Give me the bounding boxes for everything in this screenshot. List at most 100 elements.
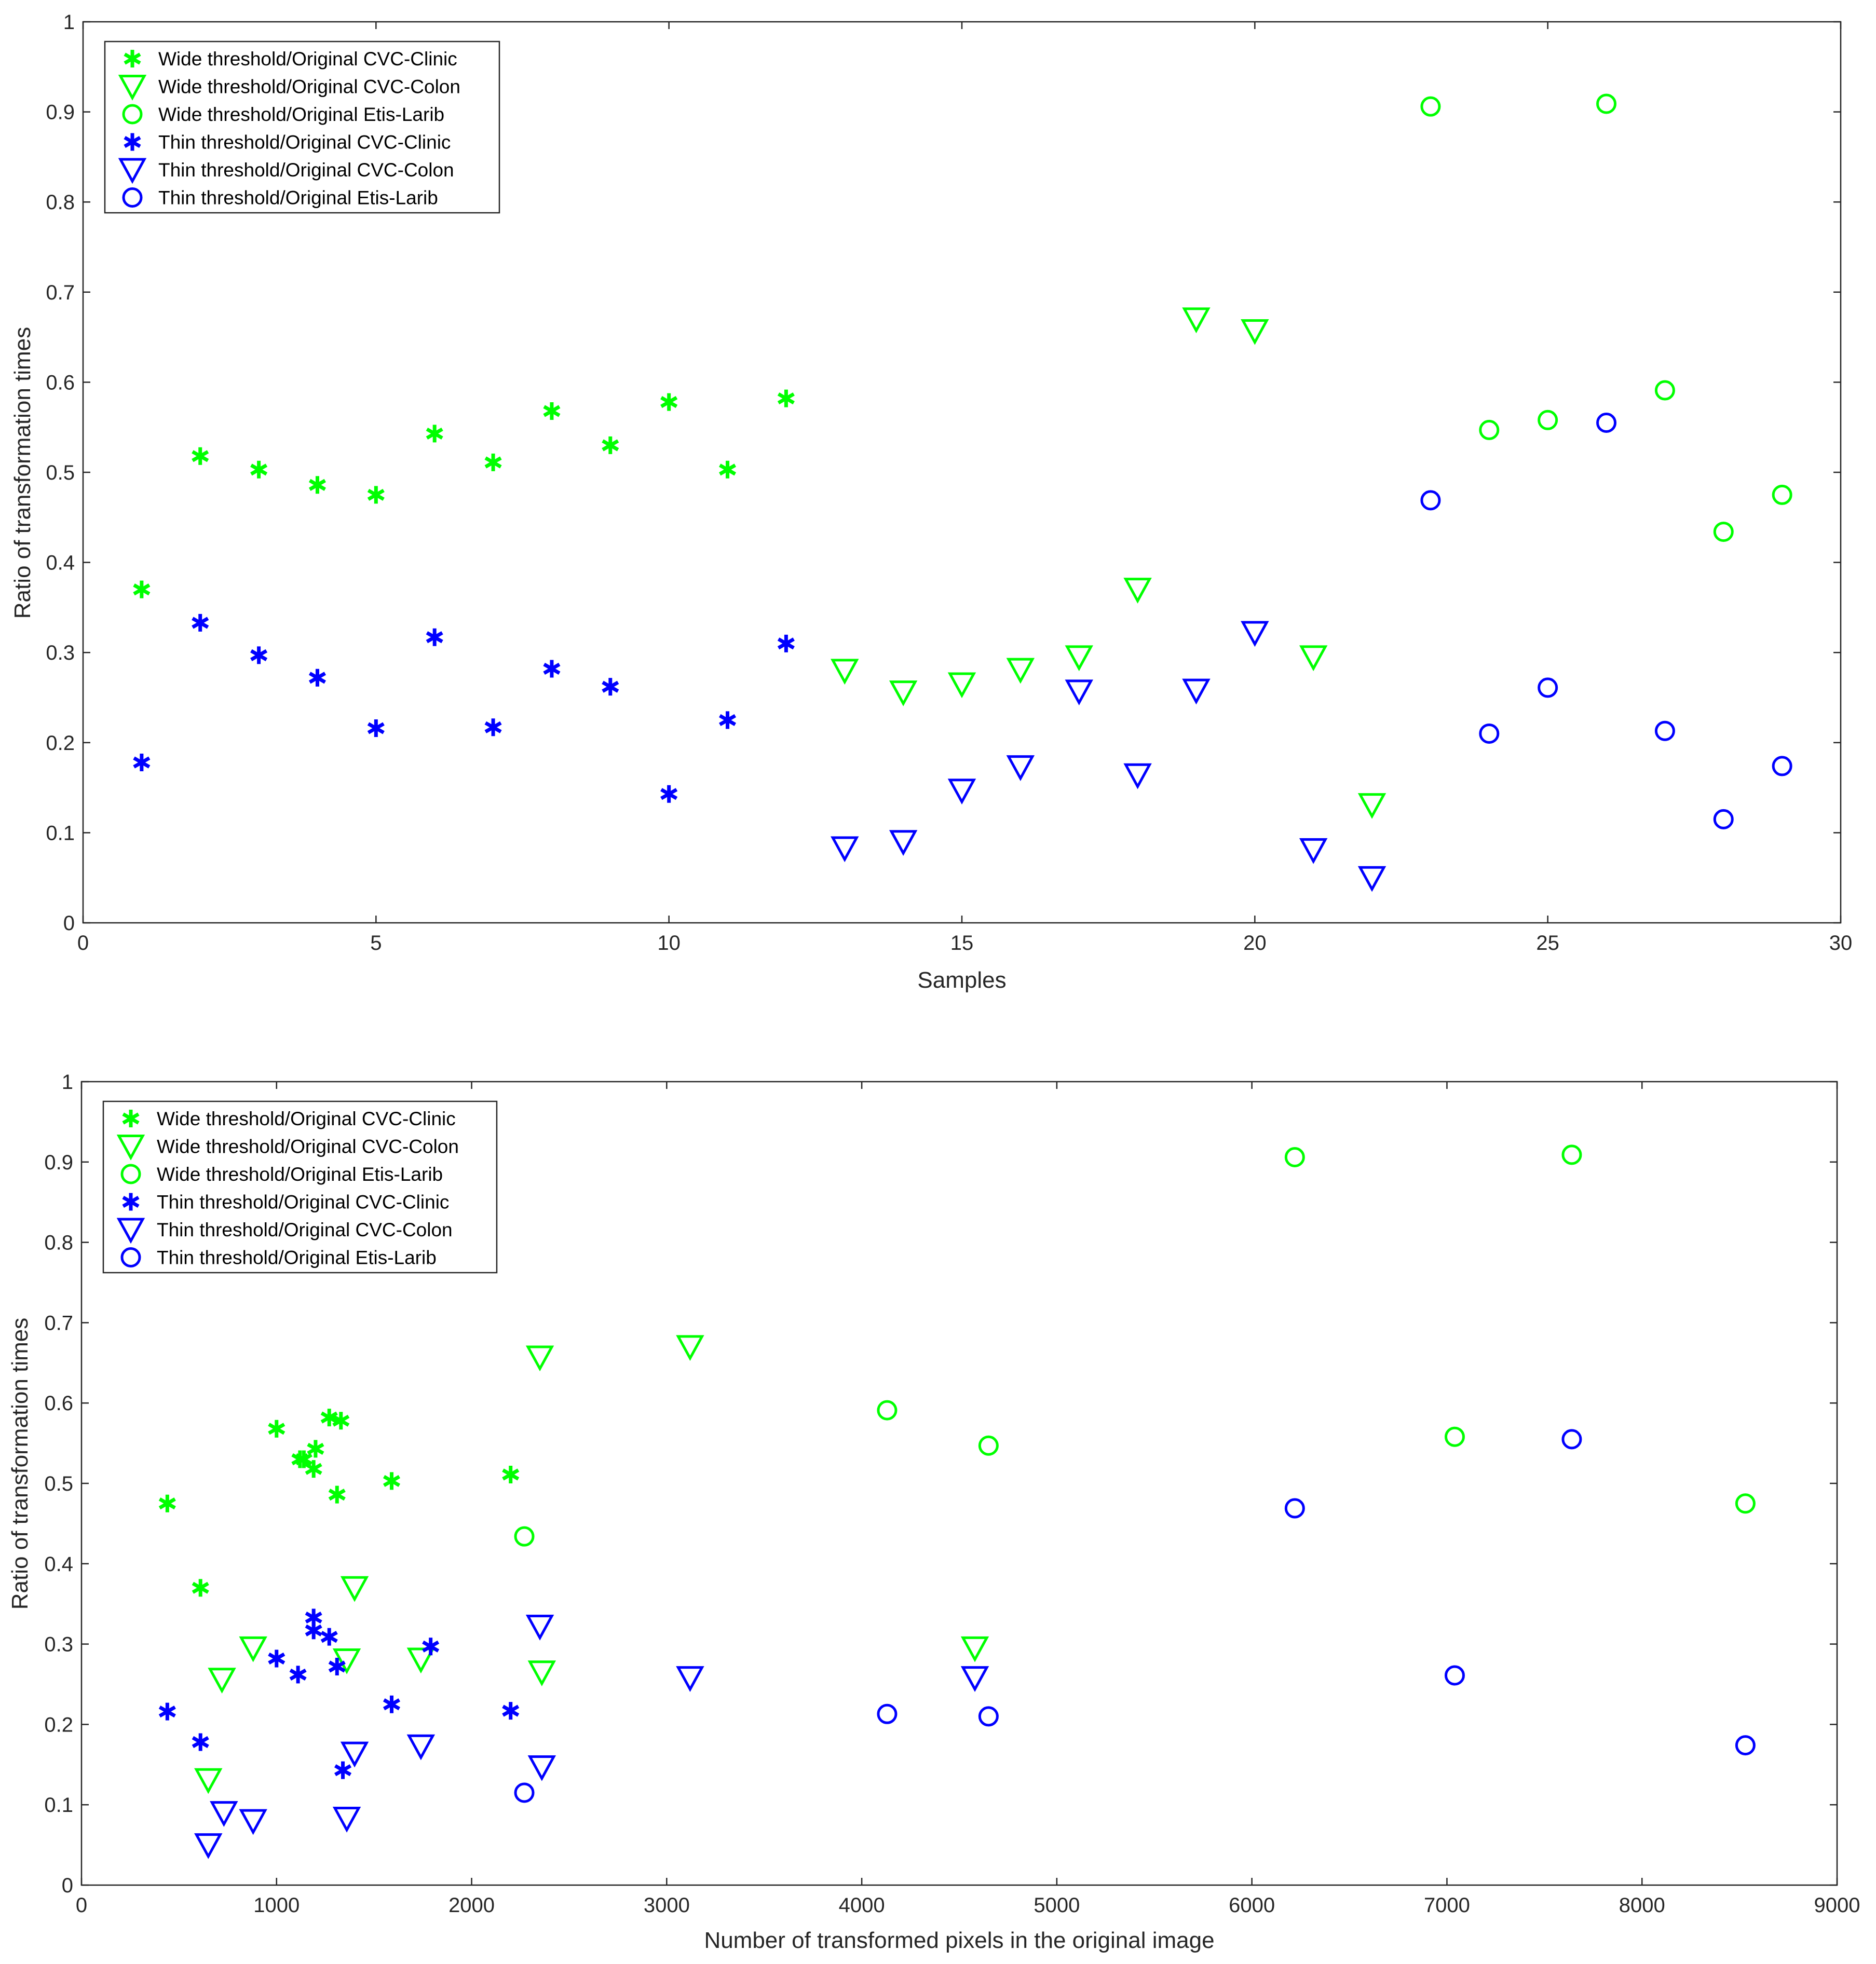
data-point [268,1420,286,1438]
legend-item: Thin threshold/Original CVC-Clinic [124,132,451,153]
top-data-points [133,93,1792,892]
data-point [406,1647,436,1674]
data-point [194,1833,223,1859]
data-point [525,1345,554,1372]
data-point [426,628,443,646]
y-tick-label: 0.5 [46,461,75,484]
legend-marker [116,1218,145,1244]
bottom-x-axis-label: Number of transformed pixels in the orig… [704,1928,1214,1953]
data-point [210,1801,238,1827]
data-point [947,779,976,805]
bottom-x-axis: 0 1000 2000 3000 4000 5000 6000 7000 8000 9000 [76,1082,1860,1917]
x-tick-label: 4000 [839,1894,885,1917]
y-tick-label: 0.6 [46,371,75,394]
data-point [1006,755,1035,781]
data-point [307,1440,324,1458]
legend-item: Wide threshold/Original Etis-Larib [122,104,444,125]
data-point [960,1666,989,1692]
legend-item: Wide threshold/Original CVC-Clinic [124,48,457,70]
data-point [889,830,918,856]
data-point [1538,677,1558,698]
data-point [406,1734,436,1761]
y-tick-label: 0.6 [44,1392,73,1415]
x-tick-label: 20 [1243,932,1267,954]
data-point [484,453,502,471]
data-point [1538,410,1558,430]
top-scatter-chart: 0 5 10 15 20 25 30 0 0.1 0.2 0.3 0.4 0.5 0.6 0.7 0.8 0.… [10,11,1852,993]
data-point [1713,809,1734,829]
legend-label: Thin threshold/Original CVC-Colon [158,159,454,181]
y-tick-label: 0 [63,912,75,935]
data-point [1735,1493,1756,1514]
data-point [1596,93,1617,114]
data-point [340,1741,369,1768]
y-tick-label: 1 [63,11,75,34]
y-tick-label: 0.1 [46,822,75,844]
data-point [250,460,268,479]
legend-marker [116,1135,145,1161]
data-point [676,1335,704,1361]
x-tick-label: 3000 [644,1894,690,1917]
legend-marker [120,1247,141,1267]
data-point [1420,96,1441,117]
x-tick-label: 2000 [448,1894,495,1917]
data-point [602,436,619,454]
legend-label: Thin threshold/Original CVC-Clinic [158,132,451,153]
data-point [308,669,327,687]
data-point [1479,419,1500,440]
y-tick-label: 0.3 [46,642,75,664]
y-tick-label: 0.4 [44,1553,73,1576]
data-point [1654,720,1675,741]
data-point [1182,307,1211,334]
data-point [1420,490,1441,511]
data-point [320,1409,338,1427]
x-tick-label: 30 [1829,932,1853,954]
legend-marker [118,158,147,184]
series-3 [133,613,795,803]
bottom-scatter-chart: 0 1000 2000 3000 4000 5000 6000 7000 8000 9000 00… [7,1071,1860,1953]
x-tick-label: 6000 [1229,1894,1275,1917]
data-point [602,678,619,696]
data-point [718,460,737,479]
data-point [1299,645,1328,672]
y-tick-label: 0.8 [46,191,75,214]
data-point [1561,1429,1582,1450]
data-point [1006,658,1035,684]
data-point [239,1809,267,1835]
top-x-axis: 0 5 10 15 20 25 30 [77,22,1852,954]
data-point [1241,621,1269,647]
data-point [383,1695,401,1713]
legend-item: Wide threshold/Original CVC-Colon [116,1135,459,1161]
series-2 [514,1144,1756,1547]
data-point [978,1706,999,1727]
data-point [1284,1498,1305,1519]
data-point [192,613,209,632]
data-point [332,1807,361,1833]
data-point [502,1702,520,1720]
bottom-y-axis: 0 0.1 0.2 0.3 0.4 0.5 0.6 0.7 0.8 0.9 1 [44,1071,1837,1897]
legend-label: Wide threshold/Original CVC-Clinic [158,48,457,70]
top-y-axis: 0 0.1 0.2 0.3 0.4 0.5 0.6 0.7 0.8 0.9 1 [46,11,1841,935]
legend-label: Wide threshold/Original CVC-Colon [158,76,460,98]
x-tick-label: 15 [950,932,974,954]
data-point [1772,756,1792,776]
data-point [676,1666,704,1692]
data-point [158,1494,176,1512]
data-point [328,1657,346,1675]
legend-label: Thin threshold/Original Etis-Larib [157,1247,437,1269]
data-point [250,646,268,664]
data-point [1299,838,1328,864]
y-tick-label: 0.9 [44,1151,73,1174]
data-point [978,1435,999,1456]
data-point [514,1526,535,1547]
top-y-axis-label: Ratio of transformation times [10,327,35,619]
legend-label: Wide threshold/Original Etis-Larib [158,104,444,125]
data-point [877,1703,898,1724]
top-x-axis-label: Samples [917,967,1006,993]
legend-marker [122,1193,140,1211]
y-tick-label: 0.3 [44,1633,73,1656]
data-point [305,1621,322,1640]
top-legend: Wide threshold/Original CVC-Clinic Wide t… [104,40,500,214]
series-1 [194,1335,989,1794]
